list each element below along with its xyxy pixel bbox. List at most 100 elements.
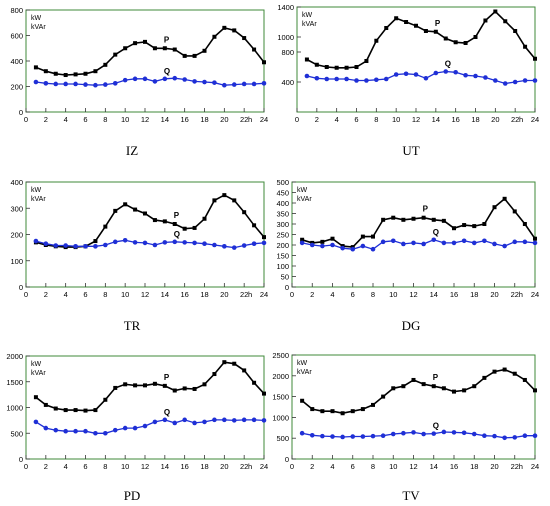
y-tick-label: 200 [10,231,23,240]
data-point-q [483,75,488,80]
x-tick-label: 24 [531,462,539,471]
x-tick-label: 0 [24,115,28,124]
data-point-p [143,211,147,216]
data-point-p [123,202,128,207]
y-tick-label: 100 [10,257,23,266]
x-unit-label: h [519,462,523,471]
x-tick-label: 0 [295,115,299,124]
data-point-q [473,73,478,79]
data-point-q [83,82,88,87]
y-tick-label: 250 [276,231,289,240]
data-point-q [33,238,39,244]
series-line-q [35,419,265,434]
y-tick-label: 2500 [272,351,289,360]
data-point-q [421,431,426,437]
data-point-p [512,209,517,214]
data-point-p [73,72,78,77]
data-point-p [172,388,177,393]
data-point-q [212,80,217,85]
data-point-p [391,215,396,220]
data-point-q [63,81,68,87]
data-point-p [473,35,478,39]
data-point-q [360,243,366,249]
data-point-q [502,243,507,249]
series-line-p [35,27,265,76]
y-unit-label: kW [31,361,42,368]
data-point-q [261,240,267,246]
data-point-p [354,65,359,69]
x-tick-label: 20 [220,462,228,471]
x-tick-label: 4 [330,462,334,471]
data-point-q [374,77,379,83]
data-point-p [172,47,177,52]
data-point-p [423,29,428,33]
data-point-q [431,431,437,436]
data-point-q [441,240,447,246]
x-tick-label: 8 [103,462,107,471]
y-tick-label: 0 [285,455,289,464]
data-point-q [380,433,386,439]
data-point-q [182,417,187,423]
data-point-p [123,46,128,51]
data-point-p [462,223,467,228]
data-point-p [93,408,98,413]
data-point-p [533,236,537,241]
data-point-q [112,239,118,245]
data-point-p [83,71,88,76]
chart-caption: TR [124,318,141,333]
data-point-p [523,44,528,49]
chart-caption: IZ [126,143,138,158]
data-point-p [482,375,487,380]
data-point-p [431,217,436,222]
data-point-q [43,81,49,86]
data-point-p [324,65,329,69]
data-point-q [33,419,39,425]
x-tick-label: 14 [161,290,169,299]
y-tick-label: 600 [10,32,23,41]
data-point-p [320,409,325,414]
x-tick-label: 22 [511,290,519,299]
data-point-p [252,380,257,385]
data-point-p [371,234,375,239]
data-point-p [262,235,266,240]
data-point-p [53,406,58,411]
data-point-p [522,222,527,226]
y-tick-label: 2000 [6,352,23,361]
data-point-q [132,240,138,245]
x-tick-label: 4 [330,290,334,299]
x-tick-label: 2 [310,290,314,299]
data-point-p [33,65,38,70]
data-point-q [532,240,538,246]
data-point-q [53,427,59,433]
data-point-p [411,377,416,382]
data-point-q [360,434,366,439]
data-point-q [162,76,168,82]
x-tick-label: 6 [83,290,87,299]
data-point-q [320,243,325,249]
data-point-q [340,434,345,440]
data-point-p [152,46,157,51]
plot-frame [291,181,536,288]
data-point-q [393,72,399,77]
data-point-p [492,369,497,374]
data-point-p [33,395,38,400]
x-tick-label: 10 [121,290,129,299]
data-point-q [354,78,359,83]
data-point-q [53,81,59,87]
x-tick-label: 8 [374,115,378,124]
y-tick-label: 100 [276,262,289,271]
y-tick-label: 1000 [277,33,294,42]
data-point-p [310,407,315,412]
x-tick-label: 4 [64,290,68,299]
chart-caption: PD [124,488,141,503]
x-tick-label: 22 [511,115,519,124]
data-point-q [212,417,217,423]
data-point-q [403,71,409,77]
x-tick-label: 2 [44,290,48,299]
data-point-q [192,79,197,84]
data-point-p [192,386,197,391]
data-point-q [512,239,518,245]
x-tick-label: 24 [531,115,539,124]
